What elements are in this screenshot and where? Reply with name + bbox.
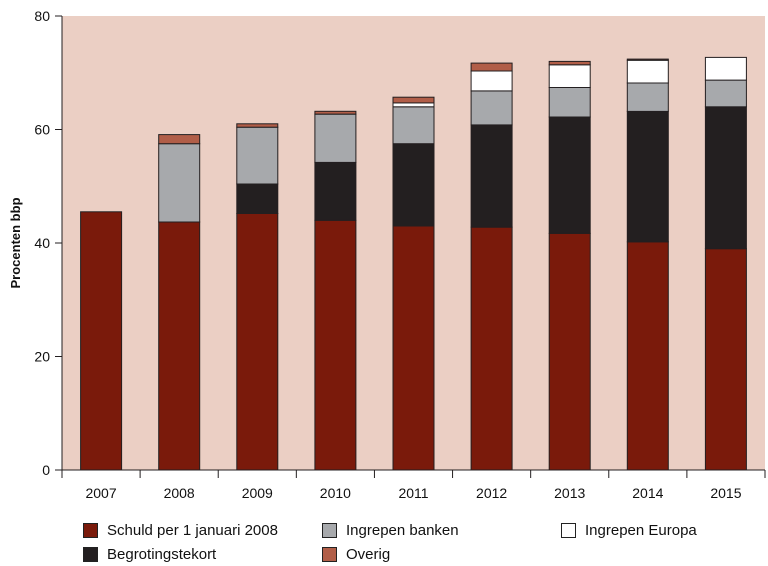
bar-2013-ingrepen-europa <box>549 65 590 88</box>
bar-2014-schuld <box>627 242 668 470</box>
bar-2010-begrotingstekort <box>315 162 356 220</box>
bar-2013-schuld <box>549 233 590 470</box>
bar-2011-overig <box>393 97 434 103</box>
bar-2011-schuld <box>393 226 434 470</box>
bar-2008-ingrepen-banken <box>159 144 200 222</box>
x-tick-label-2007: 2007 <box>85 485 116 501</box>
y-tick-label-60: 60 <box>34 122 50 138</box>
x-tick-label-2009: 2009 <box>242 485 273 501</box>
bar-2012-ingrepen-banken <box>471 91 512 125</box>
bar-2011-ingrepen-europa <box>393 103 434 107</box>
bar-2014-ingrepen-banken <box>627 83 668 111</box>
y-tick-label-0: 0 <box>42 462 50 478</box>
bar-2009-schuld <box>237 214 278 471</box>
x-tick-label-2014: 2014 <box>632 485 663 501</box>
bar-2010-schuld <box>315 220 356 470</box>
bar-2012-overig <box>471 63 512 71</box>
y-tick-label-80: 80 <box>34 8 50 24</box>
bar-2012-begrotingstekort <box>471 125 512 227</box>
bar-2009-ingrepen-banken <box>237 127 278 184</box>
bar-2013-begrotingstekort <box>549 117 590 233</box>
bar-2012-ingrepen-europa <box>471 71 512 91</box>
bar-2011-ingrepen-banken <box>393 107 434 144</box>
y-axis-label: Procenten bbp <box>8 197 23 288</box>
x-tick-label-2015: 2015 <box>710 485 741 501</box>
x-tick-label-2010: 2010 <box>320 485 351 501</box>
bar-2009-begrotingstekort <box>237 184 278 214</box>
x-tick-label-2012: 2012 <box>476 485 507 501</box>
bar-2010-ingrepen-banken <box>315 114 356 162</box>
x-tick-label-2011: 2011 <box>398 485 428 501</box>
bar-2011-begrotingstekort <box>393 144 434 226</box>
bar-2014-overig <box>627 59 668 60</box>
bar-2008-overig <box>159 135 200 144</box>
y-tick-label-20: 20 <box>34 349 50 365</box>
bar-2013-overig <box>549 61 590 64</box>
bar-2007-schuld <box>81 212 122 470</box>
y-tick-label-40: 40 <box>34 235 50 251</box>
bar-2010-overig <box>315 111 356 114</box>
x-tick-label-2013: 2013 <box>554 485 585 501</box>
bar-2015-schuld <box>705 249 746 470</box>
bar-2015-begrotingstekort <box>705 107 746 249</box>
bar-2009-overig <box>237 124 278 127</box>
bar-2015-ingrepen-europa <box>705 57 746 80</box>
x-tick-label-2008: 2008 <box>164 485 195 501</box>
bar-2013-ingrepen-banken <box>549 88 590 118</box>
bar-2015-ingrepen-banken <box>705 80 746 107</box>
bar-2014-ingrepen-europa <box>627 60 668 83</box>
bar-2008-schuld <box>159 222 200 470</box>
bar-2014-begrotingstekort <box>627 111 668 242</box>
bar-2012-schuld <box>471 227 512 470</box>
